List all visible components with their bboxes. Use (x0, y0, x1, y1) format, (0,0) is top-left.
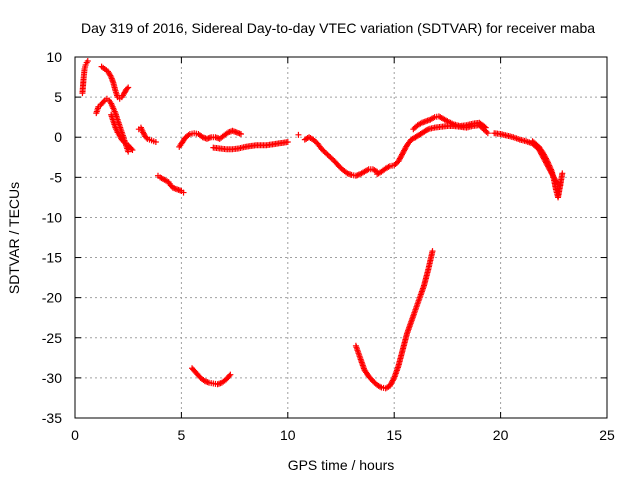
data-point (559, 170, 566, 177)
data-point (180, 189, 187, 196)
data-point (125, 84, 132, 91)
y-tick-label: -5 (50, 169, 63, 185)
data-series (491, 130, 564, 189)
data-series (176, 127, 244, 150)
data-series (529, 138, 566, 201)
data-series (412, 122, 491, 141)
data-series (98, 63, 132, 102)
plot-frame (74, 56, 608, 419)
data-point (100, 98, 107, 105)
y-tick-label: -35 (42, 410, 62, 426)
data-point (125, 148, 132, 155)
data-point (546, 162, 553, 169)
data-point (119, 137, 126, 144)
y-tick-label: 0 (54, 129, 62, 145)
data-point (546, 163, 553, 170)
x-tick-label: 25 (599, 427, 615, 443)
data-point (295, 131, 302, 138)
x-tick-label: 20 (493, 427, 509, 443)
y-axis-ticks: -35 -30 -25 -20 -15 -10 -5 0 5 10 (42, 49, 607, 426)
x-axis-ticks: 0 5 10 15 20 25 (71, 57, 615, 443)
data-point (429, 248, 436, 255)
x-tick-label: 0 (71, 427, 79, 443)
data-series (108, 111, 136, 154)
y-tick-label: -15 (42, 250, 62, 266)
data-series (352, 248, 436, 392)
data-series (210, 139, 291, 153)
data-point (226, 372, 233, 379)
data-series (410, 113, 489, 133)
data-point (547, 165, 554, 172)
y-tick-label: -20 (42, 290, 62, 306)
data-series (189, 365, 234, 388)
data-point (128, 145, 135, 152)
data-series (295, 131, 302, 138)
data-point (543, 156, 550, 163)
data-points (79, 58, 566, 392)
x-tick-label: 10 (280, 427, 296, 443)
y-tick-label: -10 (42, 209, 62, 225)
data-point (84, 58, 91, 65)
data-point (237, 131, 244, 138)
y-tick-label: 10 (46, 49, 62, 65)
data-series (135, 124, 159, 146)
data-point (544, 158, 551, 165)
y-tick-label: 5 (54, 89, 62, 105)
data-point (129, 147, 136, 154)
data-point (390, 376, 397, 383)
data-point (545, 161, 552, 168)
x-tick-label: 5 (178, 427, 186, 443)
data-series (154, 172, 187, 196)
data-point (152, 139, 159, 146)
x-axis-label: GPS time / hours (288, 457, 395, 473)
grid-lines (75, 57, 607, 418)
data-point (423, 127, 430, 134)
y-tick-label: -25 (42, 330, 62, 346)
y-tick-label: -30 (42, 370, 62, 386)
data-point (143, 134, 150, 141)
chart-title: Day 319 of 2016, Sidereal Day-to-day VTE… (81, 20, 595, 36)
data-series (79, 58, 91, 97)
data-point (227, 371, 234, 378)
data-series (374, 134, 419, 178)
data-point (548, 166, 555, 173)
data-point (545, 159, 552, 166)
data-point (484, 130, 491, 137)
y-axis-label: SDTVAR / TECUs (6, 182, 22, 294)
data-series (301, 134, 381, 179)
data-point (124, 85, 131, 92)
x-tick-label: 15 (386, 427, 402, 443)
data-point (284, 139, 291, 146)
